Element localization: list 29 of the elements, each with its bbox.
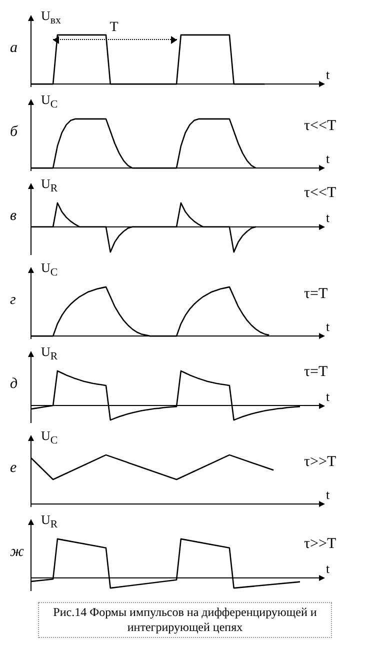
x-axis-title: t xyxy=(326,210,330,226)
text: а xyxy=(10,40,18,57)
text: τ=T xyxy=(304,286,328,303)
y-axis-title: U$_{C}$ xyxy=(41,260,58,279)
y-axis-title: U$_{R}$ xyxy=(41,344,58,363)
x-axis-title: t xyxy=(326,67,330,84)
text: τ>>T xyxy=(304,536,336,553)
text: τ=T xyxy=(304,364,328,381)
x-axis-title: t xyxy=(326,319,330,336)
annotation: T xyxy=(110,20,118,36)
text: е xyxy=(10,460,17,477)
text: в xyxy=(10,208,17,225)
text: τ>>T xyxy=(304,454,336,471)
x-axis-title: t xyxy=(326,560,330,577)
y-axis-title: U$_{C}$ xyxy=(41,428,58,447)
y-axis-title: U$_{вх}$ xyxy=(41,8,61,27)
y-axis-title: U$_{C}$ xyxy=(41,92,58,111)
text: τ<<T xyxy=(304,118,336,135)
x-axis-title: t xyxy=(326,151,330,168)
text: д xyxy=(10,376,18,393)
text: г xyxy=(10,292,16,309)
text: б xyxy=(10,124,18,141)
x-axis-title: t xyxy=(326,388,330,405)
text: Рис.14 Формы импульсов на дифференцирующей и интегрирующей цепях xyxy=(38,602,332,638)
y-axis-title: U$_{R}$ xyxy=(41,512,58,531)
y-axis-title: U$_{R}$ xyxy=(41,176,58,195)
x-axis-title: t xyxy=(326,487,330,504)
text: ж xyxy=(10,544,24,561)
text: τ<<T xyxy=(304,184,336,202)
